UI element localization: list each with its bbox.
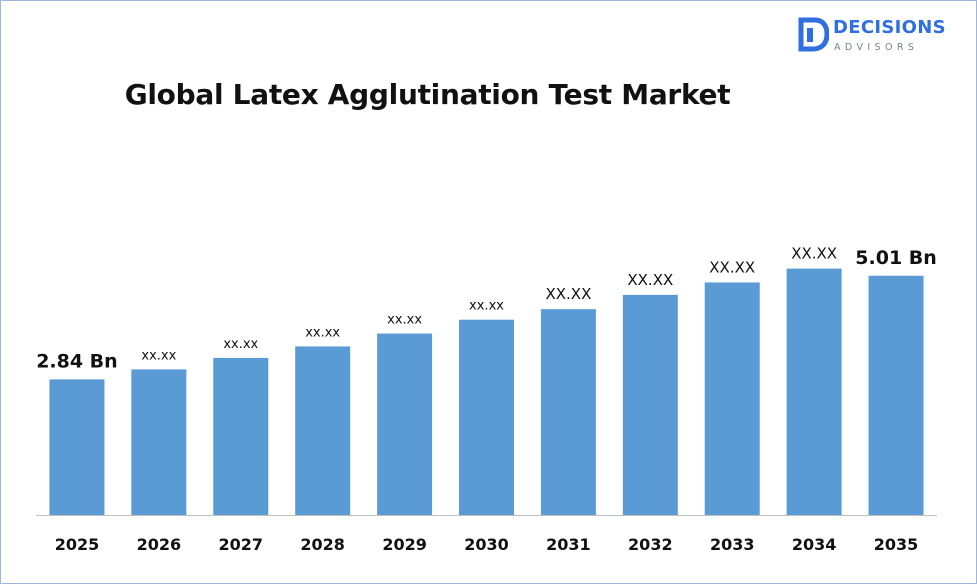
x-tick-label-2031: 2031	[546, 535, 591, 554]
x-tick-label-2028: 2028	[300, 535, 345, 554]
data-label-2035: 5.01 Bn	[855, 247, 937, 269]
bar-2031	[540, 309, 596, 515]
x-tick-label-2035: 2035	[874, 535, 919, 554]
data-label-2028: xx.xx	[305, 325, 340, 340]
data-label-2033: XX.XX	[709, 258, 755, 276]
bar-2027	[213, 357, 269, 515]
x-tick-label-2027: 2027	[219, 535, 264, 554]
bar-2029	[377, 333, 433, 515]
brand-subtitle: ADVISORS	[834, 42, 919, 53]
bar-2034	[786, 268, 842, 515]
data-label-2032: XX.XX	[627, 271, 673, 289]
bar-2030	[459, 319, 514, 515]
bar-2032	[622, 294, 678, 515]
x-tick-label-2033: 2033	[710, 535, 755, 554]
data-label-2025: 2.84 Bn	[36, 350, 118, 372]
x-tick-label-2034: 2034	[792, 535, 837, 554]
x-tick-label-2030: 2030	[464, 535, 509, 554]
brand-logo: DECISIONS ADVISORS	[795, 16, 965, 56]
x-tick-label-2025: 2025	[55, 535, 100, 554]
bar-2035	[868, 275, 924, 515]
data-label-2027: xx.xx	[223, 337, 258, 352]
x-tick-label-2029: 2029	[382, 535, 427, 554]
x-tick-label-2032: 2032	[628, 535, 673, 554]
data-label-2029: xx.xx	[387, 313, 422, 328]
data-label-2034: XX.XX	[791, 245, 837, 263]
brand-logo-icon	[798, 17, 829, 52]
bar-2025	[49, 379, 105, 515]
x-tick-label-2026: 2026	[137, 535, 182, 554]
bar-2028	[295, 346, 351, 515]
data-label-2026: xx.xx	[141, 348, 176, 363]
data-label-2031: XX.XX	[545, 285, 591, 303]
bar-2026	[131, 369, 187, 515]
bar-2033	[704, 282, 760, 515]
brand-name: DECISIONS	[833, 17, 946, 38]
data-label-2030: xx.xx	[469, 299, 504, 314]
chart-title: Global Latex Agglutination Test Market	[124, 78, 731, 111]
